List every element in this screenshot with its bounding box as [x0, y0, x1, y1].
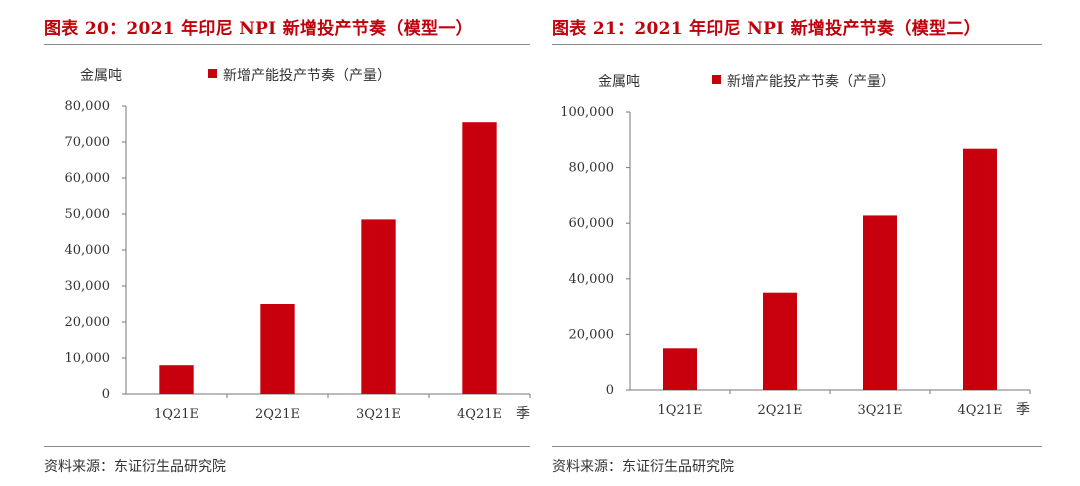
y-tick-label: 60,000 [65, 171, 111, 186]
y-tick-label: 20,000 [65, 315, 111, 330]
x-tick-label: 2Q21E [758, 403, 803, 418]
x-axis-label: 季 [1016, 402, 1030, 418]
x-tick-label: 1Q21E [658, 403, 703, 418]
legend-swatch [712, 75, 721, 84]
bar-chart-model-1: 金属吨 新增产能投产节奏（产量） 0 10,000 20,000 30,000 40,000… [65, 68, 531, 422]
bar-chart-model-2: 金属吨 新增产能投产节奏（产量） 0 20,000 40,000 60,000 80,000… [560, 74, 1031, 418]
y-tick-label: 100,000 [560, 105, 614, 120]
x-tick-label: 2Q21E [255, 407, 300, 422]
legend-swatch [208, 69, 217, 78]
y-tick-label: 40,000 [65, 243, 111, 258]
y-tick-label: 10,000 [65, 351, 111, 366]
legend-label: 新增产能投产节奏（产量） [727, 74, 895, 90]
x-tick-label: 3Q21E [356, 407, 401, 422]
y-tick-label: 30,000 [65, 279, 111, 294]
y-tick-label: 0 [102, 387, 110, 402]
bar-4Q21E [963, 148, 997, 390]
bar-2Q21E [260, 304, 295, 394]
bar-2Q21E [763, 292, 797, 390]
source-note: 资料来源：东证衍生品研究院 [44, 459, 226, 475]
x-tick-label: 3Q21E [858, 403, 903, 418]
x-tick-label: 4Q21E [958, 403, 1003, 418]
legend-label: 新增产能投产节奏（产量） [223, 68, 391, 84]
y-tick-label: 80,000 [569, 161, 615, 176]
y-axis-label: 金属吨 [598, 74, 640, 90]
figure-20-panel: 图表 20：2021 年印尼 NPI 新增投产节奏（模型一） 金属吨 新增产能投产… [44, 19, 531, 475]
y-tick-label: 50,000 [65, 207, 111, 222]
y-tick-label: 40,000 [569, 272, 615, 287]
bottom-rule [552, 446, 1042, 447]
figure-title: 图表 20：2021 年印尼 NPI 新增投产节奏（模型一） [44, 19, 473, 39]
bar-3Q21E [361, 219, 396, 394]
x-tick-label: 4Q21E [457, 407, 502, 422]
source-note: 资料来源：东证衍生品研究院 [552, 459, 734, 475]
x-tick-label: 1Q21E [154, 407, 199, 422]
bar-1Q21E [663, 348, 697, 390]
bar-3Q21E [863, 215, 897, 390]
bar-4Q21E [462, 122, 497, 394]
figure-21-panel: 图表 21：2021 年印尼 NPI 新增投产节奏（模型二） 金属吨 新增产能投产… [540, 0, 1080, 486]
y-tick-label: 60,000 [569, 216, 615, 231]
figure-title: 图表 21：2021 年印尼 NPI 新增投产节奏（模型二） [552, 19, 981, 39]
y-tick-label: 20,000 [569, 327, 615, 342]
y-tick-label: 0 [606, 383, 614, 398]
y-axis-label: 金属吨 [80, 68, 122, 84]
y-tick-label: 80,000 [65, 99, 111, 114]
y-tick-label: 70,000 [65, 135, 111, 150]
top-rule [44, 44, 530, 45]
x-axis-label: 季 [516, 406, 530, 422]
top-rule [552, 44, 1042, 45]
bar-1Q21E [159, 365, 194, 394]
bottom-rule [44, 446, 530, 447]
